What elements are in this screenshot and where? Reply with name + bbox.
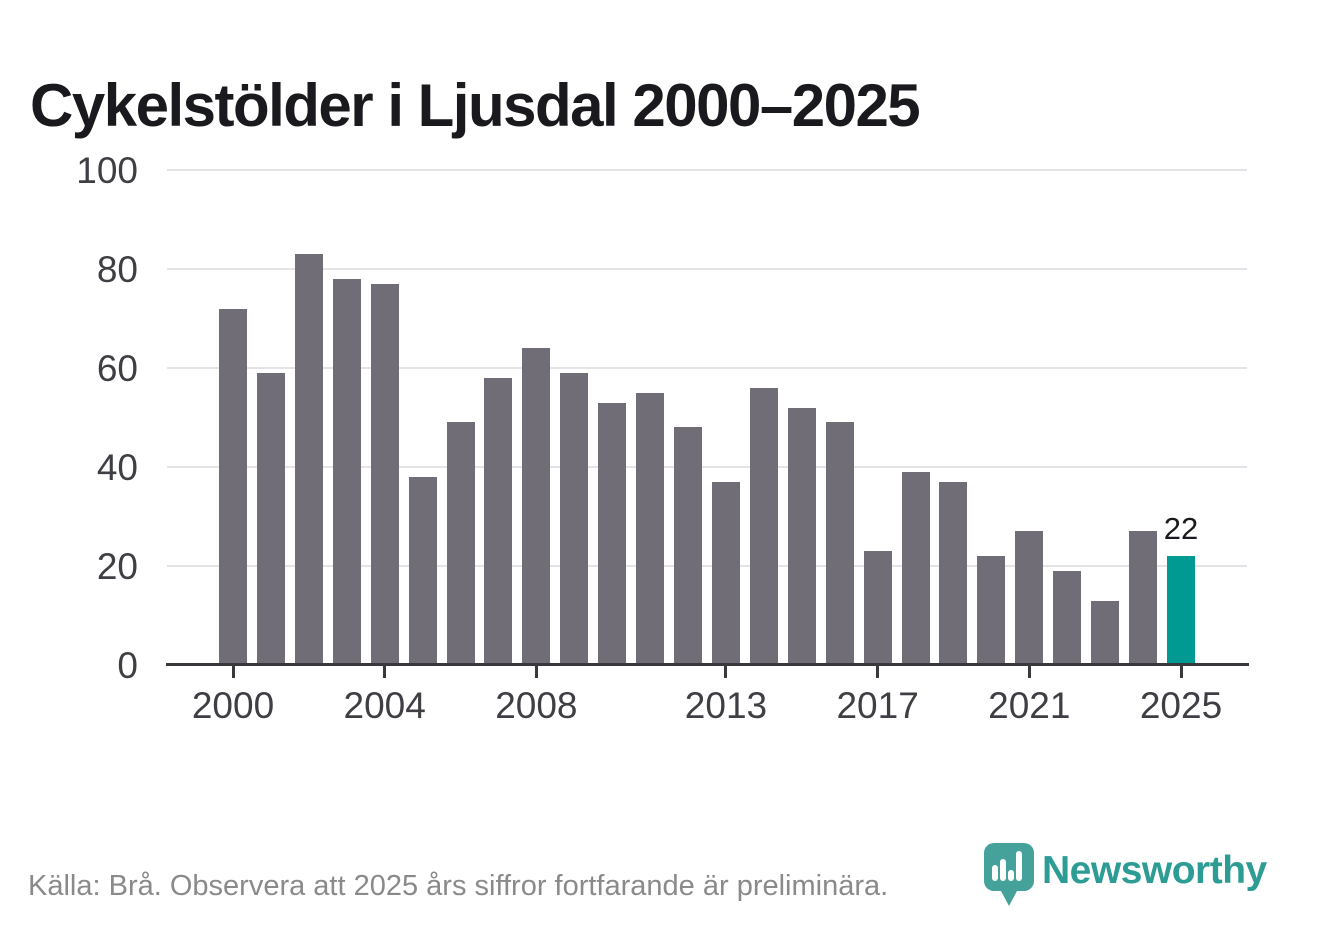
bar-2003: [332, 278, 361, 665]
source-note: Källa: Brå. Observera att 2025 års siffr…: [28, 870, 889, 902]
gridline-20: [167, 565, 1247, 567]
bar-2019: [939, 481, 968, 665]
x-axis-label-2017: 2017: [836, 685, 919, 726]
bar-2006: [446, 422, 475, 665]
x-axis-label-2004: 2004: [343, 685, 426, 726]
x-tick-2017: [876, 666, 880, 678]
bar-2005: [408, 476, 437, 665]
x-axis-label-2000: 2000: [191, 685, 275, 726]
x-axis-line: [166, 663, 1249, 666]
gridline-100: [167, 169, 1247, 171]
y-axis-label-80: 80: [96, 249, 138, 290]
x-axis-label-2013: 2013: [684, 685, 768, 726]
bar-2020: [977, 556, 1006, 665]
bar-2000: [219, 308, 247, 665]
highlight-value-label: 22: [1163, 511, 1199, 547]
y-axis-label-20: 20: [96, 546, 138, 587]
bar-2001: [256, 372, 285, 665]
newsworthy-pin-icon: [984, 843, 1034, 906]
gridline-60: [167, 367, 1247, 369]
bar-2007: [484, 377, 513, 665]
gridline-40: [167, 466, 1247, 468]
x-tick-2004: [383, 666, 387, 678]
y-axis-label-0: 0: [117, 645, 138, 686]
x-tick-2008: [534, 666, 538, 678]
x-tick-2013: [724, 666, 728, 678]
bar-2022: [1053, 570, 1082, 665]
bar-2004: [370, 283, 399, 665]
bar-2017: [863, 551, 892, 665]
y-axis-label-100: 100: [76, 150, 138, 191]
bar-2008: [522, 348, 551, 665]
bar-2016: [825, 422, 854, 665]
bar-2010: [598, 402, 627, 665]
x-axis-label-2021: 2021: [988, 685, 1071, 726]
newsworthy-logo: Newsworthy: [983, 842, 1267, 908]
bar-2009: [560, 372, 589, 665]
bar-2025-highlighted: [1167, 556, 1195, 665]
x-tick-2021: [1027, 666, 1031, 678]
gridline-80: [167, 268, 1247, 270]
newsworthy-wordmark: Newsworthy: [1042, 849, 1267, 892]
x-tick-2000: [231, 666, 235, 678]
bar-2021: [1015, 531, 1044, 665]
y-axis-label-60: 60: [96, 348, 138, 389]
bar-2018: [901, 471, 930, 665]
x-axis-label-2008: 2008: [495, 685, 578, 726]
y-axis-label-40: 40: [96, 447, 138, 488]
bar-2015: [787, 407, 816, 665]
chart-title: Cykelstölder i Ljusdal 2000–2025: [30, 72, 921, 140]
bar-2002: [294, 254, 323, 665]
bar-2013: [711, 481, 740, 665]
bar-2024: [1129, 531, 1158, 665]
bar-2011: [636, 392, 665, 665]
bar-2012: [674, 427, 703, 665]
bar-2014: [749, 387, 778, 665]
bar-2023: [1091, 600, 1120, 665]
x-axis-label-2025: 2025: [1139, 685, 1223, 726]
x-tick-2025: [1179, 666, 1183, 678]
